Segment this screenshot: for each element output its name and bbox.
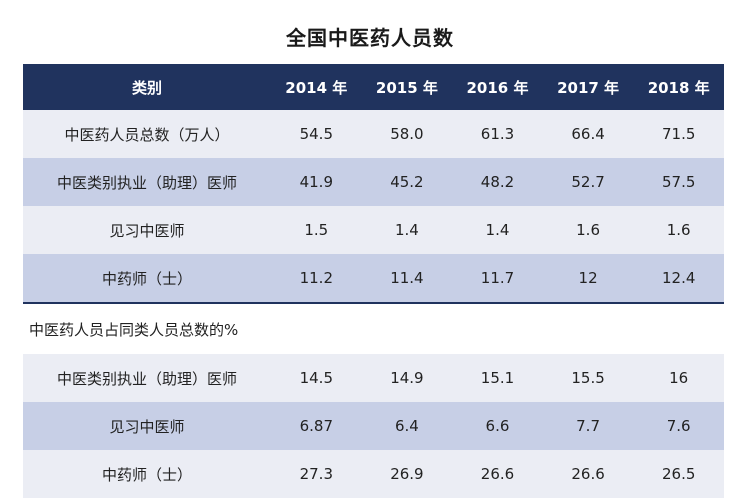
table-row: 中药师（士） 11.2 11.4 11.7 12 12.4 — [23, 254, 724, 303]
cell-value: 26.6 — [542, 450, 634, 498]
header-category: 类别 — [23, 64, 271, 110]
cell-value: 1.6 — [542, 206, 634, 254]
cell-value: 27.3 — [271, 450, 362, 498]
header-row: 类别 2014 年 2015 年 2016 年 2017 年 2018 年 — [23, 64, 724, 110]
cell-value: 16 — [633, 354, 724, 402]
cell-value: 1.6 — [633, 206, 724, 254]
cell-value: 11.7 — [452, 254, 543, 303]
cell-value: 1.5 — [271, 206, 362, 254]
table-title: 全国中医药人员数 — [286, 26, 454, 50]
cell-value: 41.9 — [271, 158, 362, 206]
cell-value: 12.4 — [633, 254, 724, 303]
cell-value: 71.5 — [633, 110, 724, 158]
cell-value: 15.1 — [452, 354, 543, 402]
table-row: 见习中医师 6.87 6.4 6.6 7.7 7.6 — [23, 402, 724, 450]
row-label: 中医类别执业（助理）医师 — [23, 354, 271, 402]
cell-value: 6.87 — [271, 402, 362, 450]
section-heading: 中医药人员占同类人员总数的% — [23, 302, 724, 354]
cell-value: 26.5 — [633, 450, 724, 498]
cell-value: 11.2 — [271, 254, 362, 303]
table-row: 中医类别执业（助理）医师 14.5 14.9 15.1 15.5 16 — [23, 354, 724, 402]
header-year-2016: 2016 年 — [452, 64, 543, 110]
cell-value: 26.9 — [361, 450, 453, 498]
cell-value: 15.5 — [542, 354, 634, 402]
cell-value: 52.7 — [542, 158, 634, 206]
cell-value: 61.3 — [452, 110, 543, 158]
cell-value: 54.5 — [271, 110, 362, 158]
table-row: 见习中医师 1.5 1.4 1.4 1.6 1.6 — [23, 206, 724, 254]
staff-table: 类别 2014 年 2015 年 2016 年 2017 年 2018 年 中医… — [23, 64, 724, 498]
cell-value: 1.4 — [452, 206, 543, 254]
header-year-2017: 2017 年 — [542, 64, 634, 110]
table-row: 中药师（士） 27.3 26.9 26.6 26.6 26.5 — [23, 450, 724, 498]
header-year-2014: 2014 年 — [271, 64, 362, 110]
cell-value: 66.4 — [542, 110, 634, 158]
cell-value: 7.7 — [542, 402, 634, 450]
table-row: 中医类别执业（助理）医师 41.9 45.2 48.2 52.7 57.5 — [23, 158, 724, 206]
cell-value: 48.2 — [452, 158, 543, 206]
header-year-2018: 2018 年 — [633, 64, 724, 110]
cell-value: 57.5 — [633, 158, 724, 206]
row-label: 见习中医师 — [23, 206, 271, 254]
row-label: 见习中医师 — [23, 402, 271, 450]
cell-value: 6.4 — [361, 402, 453, 450]
row-label: 中药师（士） — [23, 254, 271, 303]
cell-value: 58.0 — [361, 110, 453, 158]
cell-value: 12 — [542, 254, 634, 303]
header-year-2015: 2015 年 — [361, 64, 453, 110]
cell-value: 14.5 — [271, 354, 362, 402]
cell-value: 45.2 — [361, 158, 453, 206]
cell-value: 14.9 — [361, 354, 453, 402]
row-label: 中药师（士） — [23, 450, 271, 498]
cell-value: 6.6 — [452, 402, 543, 450]
cell-value: 1.4 — [361, 206, 453, 254]
cell-value: 26.6 — [452, 450, 543, 498]
section-heading-row: 中医药人员占同类人员总数的% — [23, 302, 724, 354]
cell-value: 7.6 — [633, 402, 724, 450]
row-label: 中医类别执业（助理）医师 — [23, 158, 271, 206]
row-label: 中医药人员总数（万人） — [23, 110, 271, 158]
table-row: 中医药人员总数（万人） 54.5 58.0 61.3 66.4 71.5 — [23, 110, 724, 158]
cell-value: 11.4 — [361, 254, 453, 303]
